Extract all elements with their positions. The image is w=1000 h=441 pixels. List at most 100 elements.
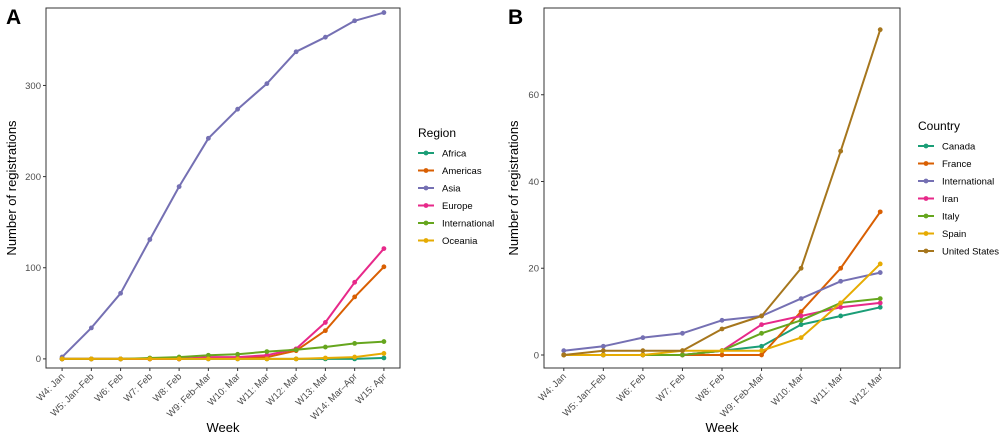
x-tick-label: W15: Apr — [354, 371, 389, 406]
data-point-oceania — [176, 356, 182, 362]
data-point-france — [877, 209, 883, 215]
x-axis-title: Week — [207, 420, 240, 435]
series-line-asia — [61, 11, 385, 359]
y-tick-label: 0 — [36, 354, 41, 365]
data-point-italy — [798, 317, 804, 323]
data-point-iran — [877, 300, 883, 306]
series-line-oceania — [61, 352, 385, 360]
data-point-asia — [176, 184, 182, 190]
data-point-oceania — [88, 356, 94, 362]
x-tick-label: W12: Mar — [848, 371, 885, 408]
plot-border — [45, 7, 401, 369]
x-tick-label: W6: Feb — [93, 371, 126, 404]
data-point-spain — [600, 352, 606, 358]
data-point-united-states — [877, 27, 883, 33]
x-tick-label: W11: Mar — [809, 371, 845, 407]
data-point-international — [838, 278, 844, 284]
legend-label-oceania: Oceania — [442, 236, 478, 247]
data-point-italy — [680, 352, 685, 358]
data-point-canada — [798, 322, 804, 328]
data-point-iran — [798, 313, 804, 319]
data-point-italy — [877, 296, 883, 302]
legend-marker-africa — [423, 150, 429, 156]
data-point-international — [381, 339, 387, 344]
panel-letter: B — [508, 6, 523, 29]
data-point-international — [680, 330, 685, 336]
data-point-italy — [759, 330, 764, 336]
data-point-international — [561, 348, 567, 354]
data-point-united-states — [680, 348, 685, 354]
legend-label-spain: Spain — [942, 229, 966, 240]
data-point-spain — [838, 300, 844, 306]
legend-title: Region — [418, 126, 456, 140]
legend-marker-canada — [923, 143, 929, 149]
data-point-americas — [352, 294, 358, 300]
x-tick-label: W7: Feb — [122, 371, 155, 404]
data-point-asia — [322, 34, 328, 40]
legend-label-europe: Europe — [442, 201, 473, 212]
y-tick-label: 100 — [25, 263, 41, 274]
data-point-asia — [205, 135, 211, 141]
data-point-international — [719, 317, 725, 323]
data-point-oceania — [235, 356, 241, 362]
data-point-france — [798, 309, 804, 315]
legend-marker-international — [423, 220, 429, 226]
legend-label-italy: Italy — [942, 211, 960, 222]
legend-label-international: International — [442, 218, 494, 229]
y-axis-title: Number of registrations — [4, 120, 19, 256]
legend-marker-americas — [423, 168, 429, 173]
data-point-united-states — [838, 148, 844, 154]
x-tick-label: W10: Mar — [769, 371, 806, 408]
data-point-spain — [719, 348, 725, 354]
legend-marker-europe — [423, 203, 429, 208]
y-tick-label: 20 — [528, 264, 539, 275]
legend-label-france: France — [942, 159, 972, 170]
x-tick-label: W6: Feb — [615, 371, 648, 404]
legend-marker-iran — [923, 196, 929, 201]
data-point-international — [235, 351, 241, 357]
y-tick-label: 300 — [25, 81, 41, 92]
y-tick-label: 40 — [528, 177, 539, 188]
legend-label-americas: Americas — [442, 166, 482, 177]
data-point-iran — [759, 322, 764, 328]
legend-marker-united-states — [923, 248, 929, 254]
legend-label-iran: Iran — [942, 194, 958, 205]
data-point-united-states — [561, 352, 567, 358]
data-point-spain — [759, 348, 764, 354]
data-point-canada — [759, 343, 764, 349]
data-point-international — [352, 340, 358, 346]
data-point-france — [759, 352, 764, 358]
data-point-oceania — [322, 355, 328, 361]
legend: Country Canada France International Iran Ital… — [918, 119, 999, 257]
legend-marker-italy — [923, 213, 929, 219]
legend-label-canada: Canada — [942, 141, 976, 152]
data-point-international — [640, 335, 646, 341]
data-point-europe — [322, 320, 328, 325]
data-point-spain — [877, 261, 883, 267]
x-tick-label: W7: Feb — [654, 371, 687, 404]
data-point-oceania — [293, 356, 299, 362]
legend-marker-france — [923, 161, 929, 166]
data-point-americas — [381, 264, 387, 270]
data-point-iran — [838, 304, 844, 310]
data-point-europe — [352, 279, 358, 285]
data-point-oceania — [352, 354, 358, 360]
data-point-international — [293, 347, 299, 353]
panel-letter: A — [6, 6, 21, 29]
y-axis-title: Number of registrations — [506, 120, 521, 256]
data-point-asia — [88, 325, 94, 331]
legend-marker-asia — [423, 185, 429, 191]
data-point-asia — [352, 18, 358, 24]
data-point-asia — [235, 106, 241, 112]
series-line-france — [562, 210, 882, 356]
legend-marker-oceania — [423, 238, 429, 243]
data-point-france — [719, 352, 725, 358]
data-point-americas — [322, 328, 328, 334]
data-point-asia — [147, 237, 153, 242]
data-point-oceania — [381, 351, 387, 356]
y-tick-label: 200 — [25, 172, 41, 183]
data-point-spain — [640, 352, 646, 358]
x-tick-label: W8: Feb — [694, 371, 727, 404]
